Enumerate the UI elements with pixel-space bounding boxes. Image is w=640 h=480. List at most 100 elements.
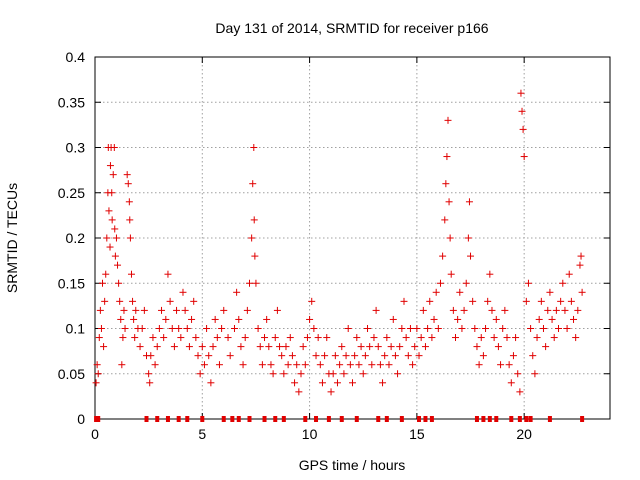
data-point: [444, 116, 452, 124]
data-point: [106, 162, 114, 170]
data-point: [473, 343, 481, 351]
zero-value-marker: [423, 416, 428, 422]
zero-value-marker: [417, 416, 422, 422]
data-point: [233, 288, 241, 296]
data-point: [276, 343, 284, 351]
data-point: [426, 297, 434, 305]
data-point: [458, 325, 466, 332]
zero-value-marker: [94, 416, 99, 422]
data-point: [123, 171, 131, 179]
zero-value-marker: [429, 416, 434, 422]
data-point: [94, 370, 102, 378]
data-point: [446, 234, 454, 242]
data-point: [361, 352, 369, 360]
data-point: [284, 361, 292, 369]
data-point: [517, 89, 525, 97]
data-point: [535, 315, 543, 323]
data-point: [557, 297, 565, 305]
data-point: [306, 315, 314, 323]
data-point: [578, 288, 586, 296]
zero-value-marker: [273, 416, 278, 422]
y-tick-label: 0.3: [66, 140, 86, 156]
data-point: [376, 361, 384, 369]
data-point: [126, 234, 134, 242]
data-point: [250, 216, 258, 224]
data-point: [497, 361, 505, 369]
data-point: [203, 325, 211, 332]
data-point: [346, 361, 354, 369]
data-point: [111, 225, 119, 233]
data-point: [546, 288, 554, 296]
data-point: [398, 325, 406, 332]
zero-value-marker: [281, 416, 286, 422]
data-point: [333, 379, 341, 387]
data-point: [192, 334, 200, 342]
data-point: [503, 334, 511, 342]
data-point: [494, 343, 502, 351]
data-point: [179, 288, 187, 296]
data-point: [118, 361, 126, 369]
data-point: [349, 379, 356, 387]
zero-value-marker: [185, 416, 190, 422]
data-point: [149, 334, 157, 342]
data-point: [286, 334, 294, 342]
data-point: [196, 370, 204, 378]
data-point: [314, 334, 322, 342]
data-point: [336, 361, 344, 369]
data-point: [447, 270, 455, 278]
data-point: [127, 270, 135, 278]
data-point: [452, 334, 459, 342]
data-point: [355, 361, 363, 369]
data-point: [224, 334, 232, 342]
data-point: [413, 325, 421, 332]
data-point: [117, 315, 125, 323]
zero-value-marker: [376, 416, 381, 422]
data-point: [321, 352, 329, 360]
data-point: [177, 334, 185, 342]
zero-value-marker: [303, 416, 308, 422]
zero-value-marker: [547, 416, 552, 422]
data-point: [505, 361, 513, 369]
data-point: [278, 352, 286, 360]
data-point: [249, 180, 257, 188]
zero-value-marker: [399, 416, 404, 422]
data-point: [308, 297, 316, 305]
zero-value-marker: [200, 416, 205, 422]
data-point: [383, 334, 391, 342]
data-point: [520, 153, 528, 161]
y-tick-label: 0.35: [58, 94, 85, 110]
data-point: [574, 306, 582, 314]
data-point: [271, 334, 279, 342]
zero-value-marker: [517, 416, 522, 422]
x-tick-label: 0: [91, 426, 99, 442]
data-point: [484, 297, 492, 305]
zero-value-marker: [326, 416, 331, 422]
data-point: [175, 325, 183, 332]
zero-value-marker: [314, 416, 319, 422]
data-point: [539, 325, 547, 332]
data-point: [252, 279, 260, 287]
data-point: [561, 306, 569, 314]
zero-value-marker: [524, 416, 529, 422]
data-point: [226, 352, 234, 360]
data-point: [168, 325, 176, 332]
data-point: [464, 234, 472, 242]
data-point: [387, 343, 395, 351]
data-point: [153, 343, 161, 351]
data-point: [273, 306, 281, 314]
data-point: [215, 361, 223, 369]
data-point: [402, 334, 410, 342]
data-point: [531, 370, 539, 378]
data-point: [331, 352, 339, 360]
data-point: [492, 315, 500, 323]
data-point: [421, 343, 429, 351]
data-point: [136, 343, 144, 351]
data-point: [555, 325, 562, 332]
data-point: [241, 334, 249, 342]
data-point: [512, 334, 520, 342]
data-point: [522, 297, 530, 305]
data-point: [519, 125, 527, 133]
data-point: [449, 306, 457, 314]
data-point: [310, 325, 318, 332]
data-point: [499, 325, 507, 332]
